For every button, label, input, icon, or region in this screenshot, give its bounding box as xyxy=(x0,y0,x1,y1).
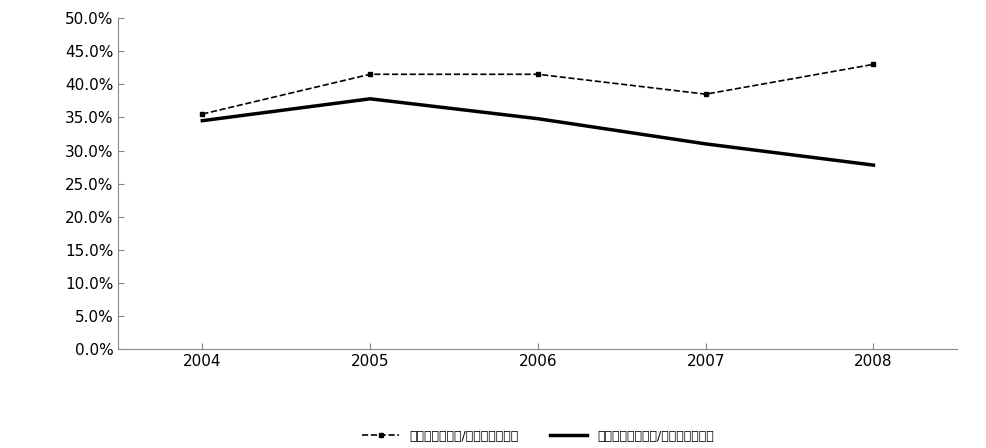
현지법인총매출/한국의대중수출 xyxy=(531,72,543,77)
Legend: 현지법인총매출/한국의대중수출, 현지법인한국수입/현지법인총매출: 현지법인총매출/한국의대중수출, 현지법인한국수입/현지법인총매출 xyxy=(362,430,713,443)
현지법인한국수입/현지법인총매출 xyxy=(364,96,376,102)
현지법인총매출/한국의대중수출 xyxy=(867,62,879,67)
Line: 현지법인총매출/한국의대중수출: 현지법인총매출/한국의대중수출 xyxy=(200,62,875,116)
현지법인총매출/한국의대중수출 xyxy=(196,112,208,117)
현지법인총매출/한국의대중수출 xyxy=(699,91,711,97)
Line: 현지법인한국수입/현지법인총매출: 현지법인한국수입/현지법인총매출 xyxy=(202,99,873,165)
현지법인총매출/한국의대중수출 xyxy=(364,72,376,77)
현지법인한국수입/현지법인총매출 xyxy=(867,163,879,168)
현지법인한국수입/현지법인총매출 xyxy=(699,141,711,146)
현지법인한국수입/현지법인총매출 xyxy=(196,118,208,123)
현지법인한국수입/현지법인총매출 xyxy=(531,116,543,121)
